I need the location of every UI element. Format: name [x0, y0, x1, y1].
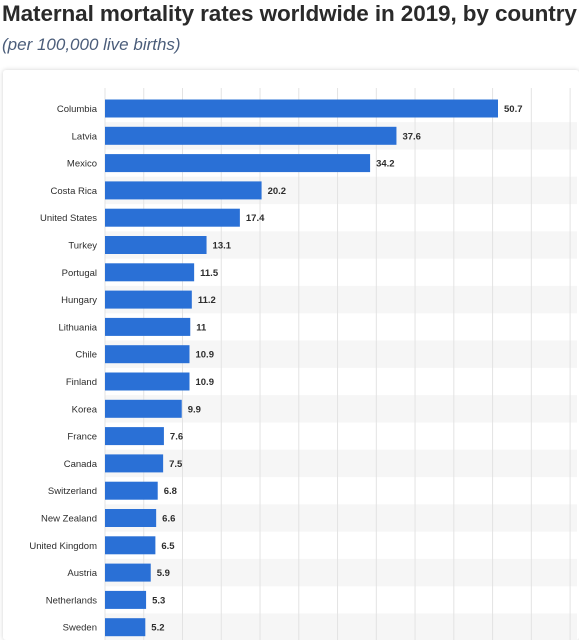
category-label: France	[67, 432, 97, 443]
value-label: 5.3	[152, 595, 165, 606]
value-label: 37.6	[402, 131, 421, 142]
bar[interactable]	[105, 290, 192, 309]
category-label: Lithuania	[58, 322, 97, 333]
value-label: 5.2	[151, 623, 164, 634]
bar[interactable]	[105, 345, 190, 364]
category-label: Korea	[72, 404, 98, 415]
bar[interactable]	[105, 263, 195, 282]
bar[interactable]	[105, 208, 240, 227]
row-stripe	[105, 504, 577, 532]
category-label: Mexico	[67, 159, 97, 170]
category-label: New Zealand	[41, 514, 97, 525]
bar[interactable]	[105, 154, 371, 173]
value-label: 7.5	[169, 459, 183, 470]
category-label: Netherlands	[46, 595, 97, 606]
bar[interactable]	[105, 317, 191, 336]
chart-subtitle: (per 100,000 live births)	[2, 35, 181, 54]
value-label: 10.9	[195, 377, 214, 388]
row-stripe	[105, 395, 577, 423]
category-label: Canada	[64, 459, 98, 470]
value-label: 10.9	[195, 350, 214, 361]
bar[interactable]	[105, 99, 498, 118]
bar[interactable]	[105, 454, 164, 473]
value-label: 7.6	[170, 432, 183, 443]
bar-chart: Columbia 50.7 Latvia 37.6 Mexico 34.2 Costa Ri…	[29, 88, 577, 640]
bar[interactable]	[105, 399, 182, 418]
value-label: 5.9	[157, 568, 170, 579]
value-label: 13.1	[213, 241, 232, 252]
category-label: Costa Rica	[51, 186, 98, 197]
value-label: 6.5	[161, 541, 175, 552]
bar[interactable]	[105, 372, 190, 391]
value-label: 6.6	[162, 514, 175, 525]
row-stripe	[105, 558, 577, 587]
value-label: 11.2	[198, 295, 216, 306]
value-label: 50.7	[504, 104, 523, 115]
category-label: Portugal	[62, 268, 97, 279]
category-label: Hungary	[61, 295, 97, 306]
bar[interactable]	[105, 427, 164, 446]
bar[interactable]	[105, 181, 262, 200]
chart-title: Maternal mortality rates worldwide in 20…	[2, 1, 577, 26]
value-label: 11.5	[200, 268, 219, 279]
category-label: United Kingdom	[29, 541, 97, 552]
category-label: Switzerland	[48, 486, 97, 497]
value-label: 20.2	[268, 186, 287, 197]
row-stripe	[105, 613, 577, 640]
category-label: Finland	[66, 377, 97, 388]
chart-card: Columbia 50.7 Latvia 37.6 Mexico 34.2 Costa Ri…	[3, 70, 579, 640]
bar[interactable]	[105, 618, 146, 637]
category-label: Columbia	[57, 104, 98, 115]
category-label: Austria	[67, 568, 97, 579]
value-label: 11	[196, 322, 207, 333]
bar[interactable]	[105, 590, 147, 609]
value-label: 34.2	[376, 159, 395, 170]
category-label: Latvia	[72, 131, 98, 142]
value-label: 17.4	[246, 213, 265, 224]
bar[interactable]	[105, 536, 156, 555]
row-stripe	[105, 449, 577, 478]
category-label: Chile	[75, 350, 97, 361]
value-label: 6.8	[164, 486, 177, 497]
category-label: Sweden	[63, 623, 97, 634]
bar[interactable]	[105, 563, 151, 582]
category-label: Turkey	[68, 241, 97, 252]
value-label: 9.9	[188, 404, 201, 415]
bar[interactable]	[105, 236, 207, 254]
bar[interactable]	[105, 481, 158, 500]
category-label: United States	[40, 213, 97, 224]
bar[interactable]	[105, 509, 157, 527]
bar[interactable]	[105, 126, 397, 145]
